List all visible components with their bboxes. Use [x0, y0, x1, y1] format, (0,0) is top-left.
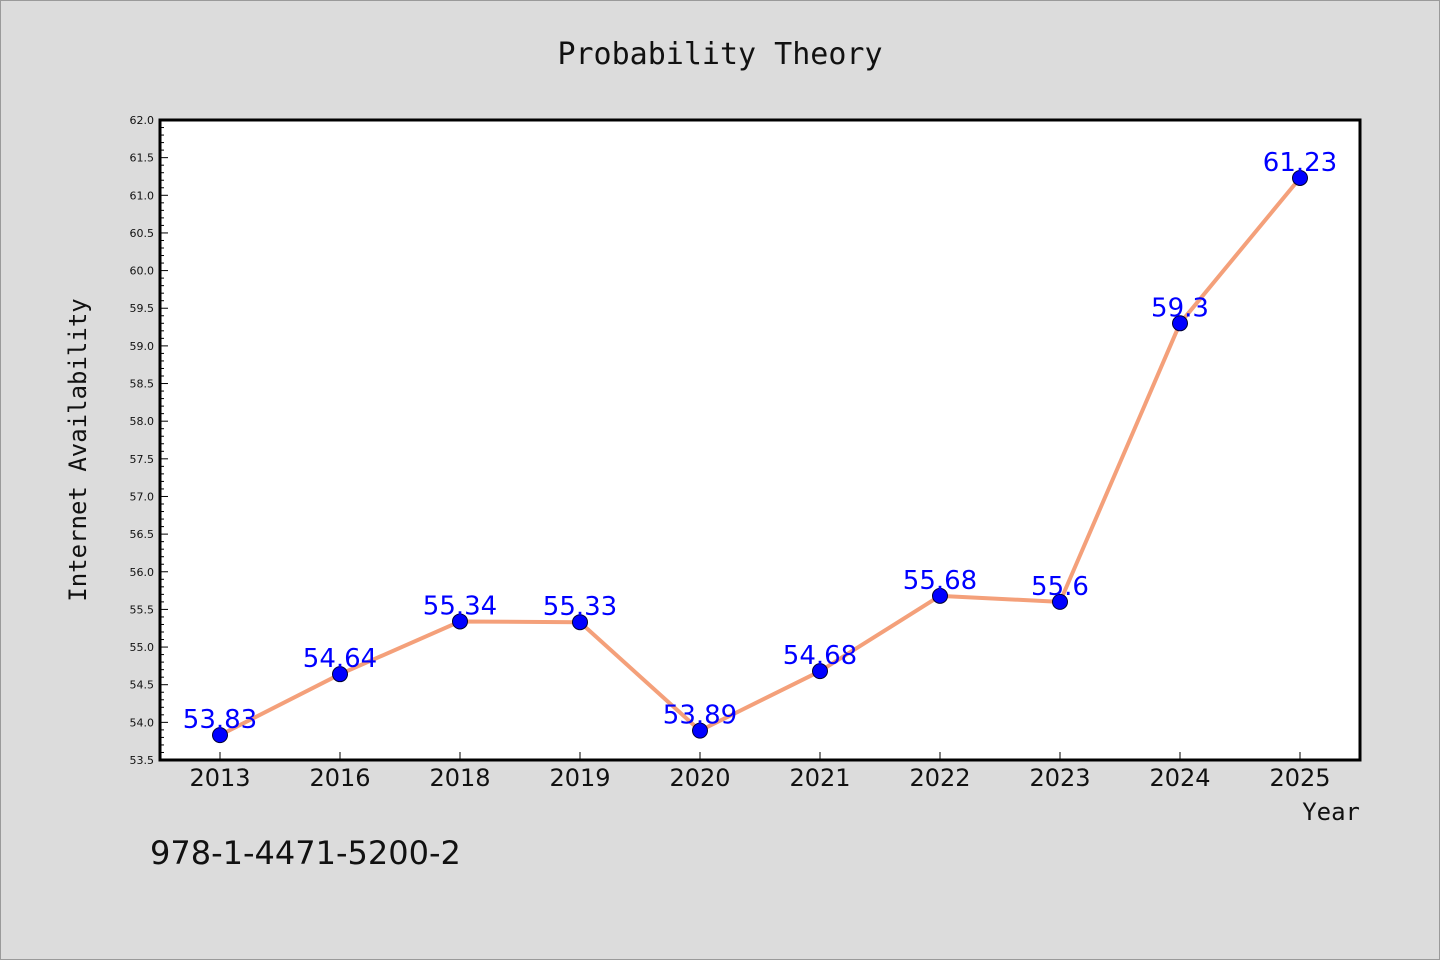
data-point-marker — [692, 722, 708, 739]
y-tick-label: 59.0 — [130, 340, 155, 353]
y-tick-label: 55.0 — [130, 641, 155, 654]
data-point-label: 61.23 — [1263, 148, 1337, 178]
data-point-label: 53.83 — [183, 705, 257, 735]
data-point-marker — [1172, 315, 1188, 332]
y-axis-ticks: 53.5 54.0 54.5 55.0 55.5 56.0 56.5 57.0 57.5 58.0… — [130, 114, 168, 767]
plot-frame — [158, 118, 1362, 762]
series-layer — [212, 169, 1308, 744]
y-tick-label: 61.0 — [130, 189, 155, 202]
x-axis-title: Year — [1302, 798, 1360, 826]
y-tick-label: 57.0 — [130, 490, 155, 503]
data-point-label: 55.6 — [1031, 572, 1089, 602]
data-point-label: 53.89 — [663, 701, 737, 731]
chart-title: Probability Theory — [557, 37, 882, 72]
y-tick-label: 61.5 — [130, 152, 155, 165]
data-point-marker — [1052, 593, 1068, 610]
y-tick-label: 56.5 — [130, 528, 155, 541]
x-tick-label: 2019 — [549, 764, 610, 792]
x-tick-label: 2018 — [429, 764, 490, 792]
data-point-label: 54.64 — [303, 644, 377, 674]
data-point-marker — [572, 614, 588, 631]
data-point-marker — [212, 727, 228, 744]
y-tick-label: 57.5 — [130, 453, 155, 466]
x-tick-label: 2013 — [189, 764, 250, 792]
y-tick-label: 56.0 — [130, 566, 155, 579]
x-tick-label: 2016 — [309, 764, 370, 792]
data-label-layer: 53.83 54.64 55.34 55.33 53.89 54.68 55.68 55.6 5… — [183, 148, 1337, 735]
x-tick-label: 2021 — [789, 764, 850, 792]
x-tick-label: 2020 — [669, 764, 730, 792]
y-tick-label: 62.0 — [130, 114, 155, 127]
data-point-marker — [932, 587, 948, 604]
data-point-label: 54.68 — [783, 641, 857, 671]
data-point-marker — [452, 613, 468, 630]
isbn-footnote: 978-1-4471-5200-2 — [150, 834, 461, 872]
data-point-label: 59.3 — [1151, 293, 1209, 323]
y-tick-label: 54.5 — [130, 679, 155, 692]
y-tick-label: 58.0 — [130, 415, 155, 428]
x-tick-label: 2022 — [909, 764, 970, 792]
data-point-label: 55.33 — [543, 592, 617, 622]
y-tick-label: 53.5 — [130, 754, 155, 767]
data-point-marker — [332, 666, 348, 683]
y-tick-label: 54.0 — [130, 716, 155, 729]
y-tick-label: 60.0 — [130, 265, 155, 278]
data-point-label: 55.34 — [423, 591, 497, 621]
y-tick-label: 59.5 — [130, 302, 155, 315]
data-point-marker — [812, 663, 828, 680]
y-axis-title: Internet Availability — [64, 298, 92, 601]
x-axis-ticks: 2013 2016 2018 2019 2020 2021 2022 2023 2024 2025 — [189, 752, 1331, 792]
y-tick-label: 55.5 — [130, 603, 155, 616]
x-tick-label: 2023 — [1029, 764, 1090, 792]
x-tick-label: 2025 — [1269, 764, 1330, 792]
plot-area — [160, 120, 1360, 760]
y-tick-label: 58.5 — [130, 378, 155, 391]
y-tick-label: 60.5 — [130, 227, 155, 240]
data-point-marker — [1292, 169, 1308, 186]
series-line — [218, 175, 1302, 738]
data-point-label: 55.68 — [903, 566, 977, 596]
x-tick-label: 2024 — [1149, 764, 1210, 792]
